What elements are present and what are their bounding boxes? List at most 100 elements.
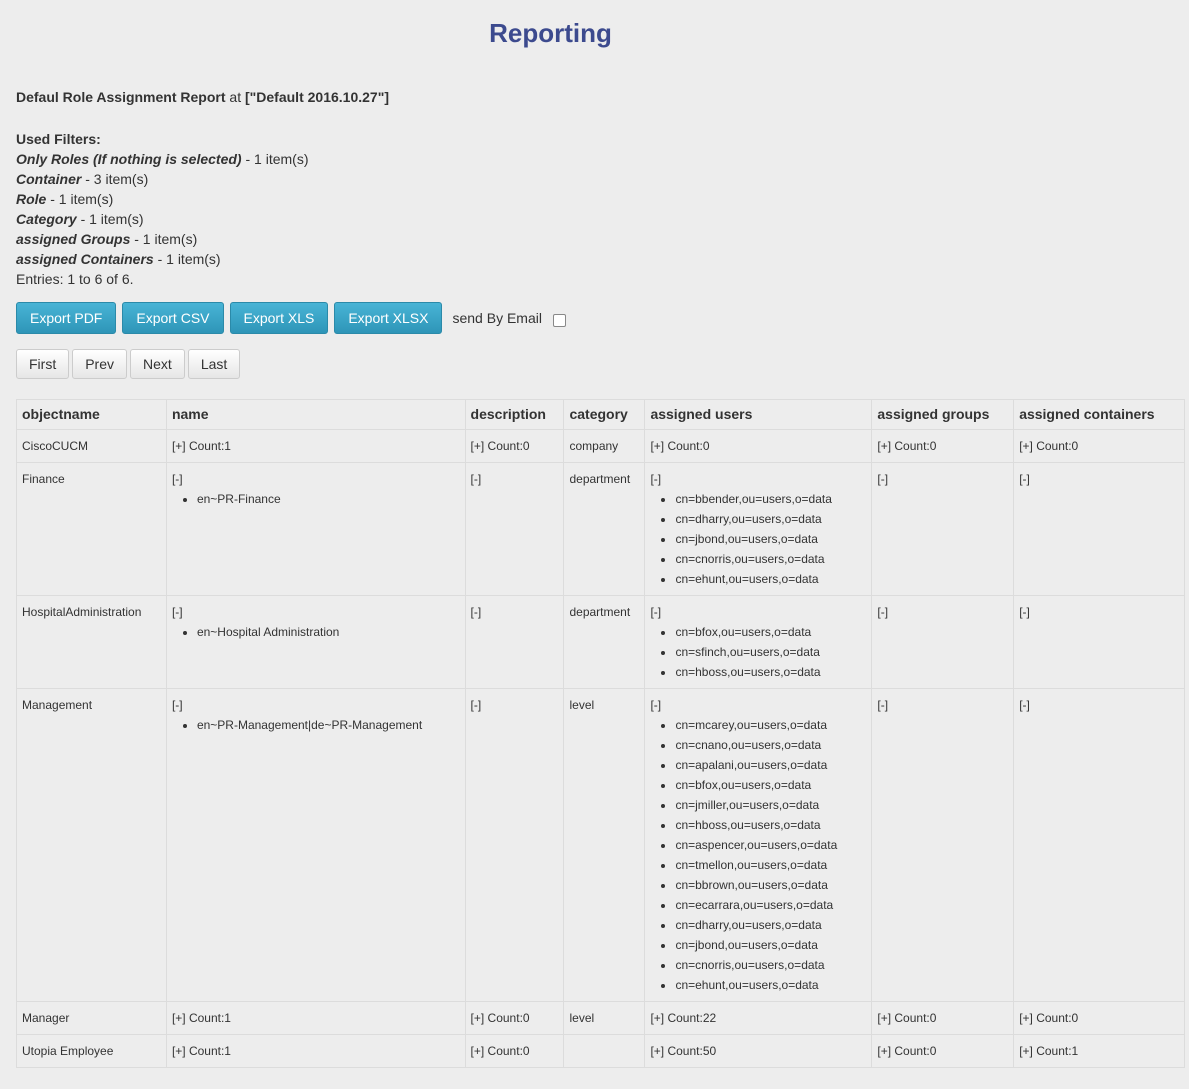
cell-assigned-groups-text[interactable]: [-] (877, 698, 889, 712)
cell-assigned-containers: [+] Count:1 (1013, 1034, 1185, 1068)
next-page-button[interactable]: Next (130, 349, 185, 379)
cell-category-text: department (569, 605, 631, 619)
cell-assigned-containers-text[interactable]: [+] Count:0 (1019, 1011, 1079, 1025)
cell-name: [-] en~PR-Management|de~PR-Management (165, 688, 466, 1002)
cell-assigned-containers: [+] Count:0 (1013, 1001, 1185, 1035)
table-row: Manager [+] Count:1 [+] Count:0 level [+] Co… (16, 1001, 1185, 1035)
column-header[interactable]: description (464, 399, 565, 430)
list-item: cn=dharry,ou=users,o=data (675, 509, 866, 529)
cell-description-text[interactable]: [-] (470, 605, 482, 619)
column-header[interactable]: name (165, 399, 466, 430)
list-item: cn=bfox,ou=users,o=data (675, 775, 866, 795)
cell-name-text[interactable]: [+] Count:1 (171, 1044, 231, 1058)
page-title: Reporting (489, 18, 612, 48)
filter-item: Container - 3 item(s) (16, 171, 149, 187)
cell-description-text[interactable]: [+] Count:0 (470, 439, 530, 453)
list-item: cn=jbond,ou=users,o=data (675, 529, 866, 549)
name-list: en~Hospital Administration (172, 622, 460, 642)
export-pdf-button[interactable]: Export PDF (16, 302, 117, 334)
cell-assigned-containers-text[interactable]: [+] Count:0 (1019, 439, 1079, 453)
cell-assigned-groups-text[interactable]: [+] Count:0 (877, 1044, 937, 1058)
cell-name: [+] Count:1 (165, 1001, 466, 1035)
cell-assigned-containers-text[interactable]: [-] (1019, 472, 1030, 486)
cell-description-text[interactable]: [-] (470, 698, 482, 712)
export-xls-button[interactable]: Export XLS (229, 302, 329, 334)
name-list: en~PR-Finance (172, 489, 460, 509)
filter-item: assigned Groups - 1 item(s) (16, 231, 198, 247)
cell-assigned-containers-text[interactable]: [-] (1019, 698, 1030, 712)
cell-description-text[interactable]: [+] Count:0 (470, 1044, 530, 1058)
users-list: cn=bbender,ou=users,o=datacn=dharry,ou=u… (650, 489, 866, 589)
cell-name-text[interactable]: [-] (171, 605, 183, 619)
list-item: cn=tmellon,ou=users,o=data (675, 855, 866, 875)
cell-category-text: department (569, 472, 631, 486)
cell-assigned-users: [-] cn=bfox,ou=users,o=datacn=sfinch,ou=u… (644, 595, 873, 689)
cell-description: [+] Count:0 (464, 429, 565, 463)
report-header: Defaul Role Assignment Report at ["Defau… (16, 89, 389, 105)
cell-assigned-users: [+] Count:0 (644, 429, 873, 463)
report-table: objectname name description category ass… (16, 399, 1185, 1068)
cell-assigned-groups-text[interactable]: [-] (877, 472, 889, 486)
cell-category-text: level (569, 1011, 595, 1025)
cell-name: [+] Count:1 (165, 1034, 466, 1068)
cell-assigned-containers: [-] (1013, 595, 1185, 689)
list-item: cn=cnorris,ou=users,o=data (675, 549, 866, 569)
cell-objectname-text: CiscoCUCM (22, 439, 88, 453)
column-header[interactable]: category (563, 399, 646, 430)
column-header[interactable]: assigned users (644, 399, 873, 430)
cell-objectname-text: Utopia Employee (22, 1044, 114, 1058)
cell-assigned-users-text[interactable]: [-] (650, 605, 662, 619)
cell-objectname: Utopia Employee (16, 1034, 167, 1068)
cell-description: [-] (464, 688, 565, 1002)
cell-assigned-groups: [-] (871, 688, 1015, 1002)
list-item: cn=aspencer,ou=users,o=data (675, 835, 866, 855)
last-page-button[interactable]: Last (187, 349, 241, 379)
cell-name: [-] en~PR-Finance (165, 462, 466, 596)
cell-name-text[interactable]: [-] (171, 698, 183, 712)
table-header-row: objectname name description category ass… (16, 399, 1185, 430)
cell-description-text[interactable]: [+] Count:0 (470, 1011, 530, 1025)
cell-assigned-users: [+] Count:50 (644, 1034, 873, 1068)
cell-assigned-containers-text[interactable]: [+] Count:1 (1019, 1044, 1079, 1058)
cell-category: department (563, 595, 646, 689)
cell-description-text[interactable]: [-] (470, 472, 482, 486)
export-xlsx-button[interactable]: Export XLSX (334, 302, 443, 334)
list-item: cn=jmiller,ou=users,o=data (675, 795, 866, 815)
list-item: cn=bbender,ou=users,o=data (675, 489, 866, 509)
list-item: en~PR-Management|de~PR-Management (197, 715, 460, 735)
cell-assigned-groups: [+] Count:0 (871, 1001, 1015, 1035)
cell-assigned-users-text[interactable]: [+] Count:50 (650, 1044, 717, 1058)
cell-name-text[interactable]: [+] Count:1 (171, 1011, 231, 1025)
column-header[interactable]: objectname (16, 399, 167, 430)
cell-assigned-users-text[interactable]: [-] (650, 698, 662, 712)
send-email-checkbox[interactable] (552, 313, 566, 327)
cell-assigned-containers-text[interactable]: [-] (1019, 605, 1030, 619)
cell-objectname: HospitalAdministration (16, 595, 167, 689)
table-row: Finance [-] en~PR-Finance [-] department [-] c… (16, 462, 1185, 596)
export-csv-button[interactable]: Export CSV (122, 302, 224, 334)
cell-objectname: Finance (16, 462, 167, 596)
cell-name-text[interactable]: [+] Count:1 (171, 439, 231, 453)
cell-assigned-groups: [-] (871, 595, 1015, 689)
cell-category: company (563, 429, 646, 463)
cell-assigned-groups-text[interactable]: [+] Count:0 (877, 1011, 937, 1025)
cell-assigned-groups-text[interactable]: [-] (877, 605, 889, 619)
cell-objectname-text: Management (22, 698, 93, 712)
cell-name-text[interactable]: [-] (171, 472, 183, 486)
list-item: cn=mcarey,ou=users,o=data (675, 715, 866, 735)
cell-assigned-users-text[interactable]: [-] (650, 472, 662, 486)
cell-assigned-users-text[interactable]: [+] Count:0 (650, 439, 710, 453)
prev-page-button[interactable]: Prev (72, 349, 128, 379)
list-item: cn=ehunt,ou=users,o=data (675, 569, 866, 589)
column-header[interactable]: assigned groups (871, 399, 1015, 430)
filter-item: Only Roles (If nothing is selected) - 1 … (16, 151, 309, 167)
cell-assigned-groups: [+] Count:0 (871, 1034, 1015, 1068)
column-header[interactable]: assigned containers (1013, 399, 1185, 430)
cell-assigned-groups-text[interactable]: [+] Count:0 (877, 439, 937, 453)
name-list: en~PR-Management|de~PR-Management (172, 715, 460, 735)
cell-objectname-text: HospitalAdministration (22, 605, 142, 619)
users-list: cn=mcarey,ou=users,o=datacn=cnano,ou=use… (650, 715, 866, 995)
list-item: cn=bbrown,ou=users,o=data (675, 875, 866, 895)
first-page-button[interactable]: First (16, 349, 70, 379)
cell-assigned-users-text[interactable]: [+] Count:22 (650, 1011, 717, 1025)
